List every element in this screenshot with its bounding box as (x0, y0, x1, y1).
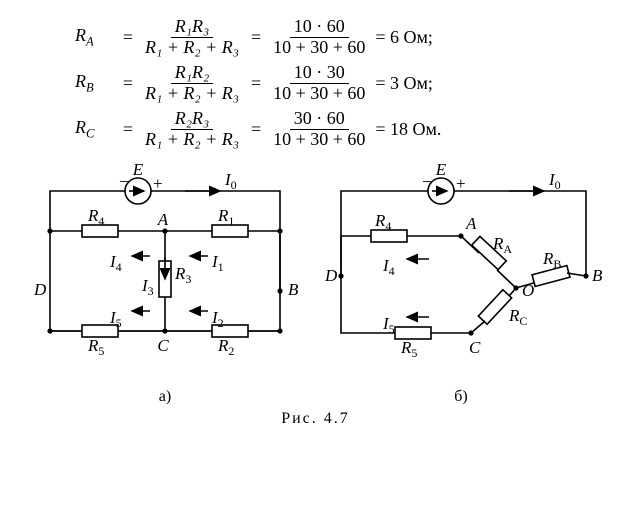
figure-number: Рис. 4.7 (20, 410, 611, 428)
fraction-numerator: 10 · 60 (290, 17, 349, 38)
label-E: E (435, 161, 447, 179)
equation-ra: RA = R₁R₃ R₁ + R₂ + R₃ = 10 · 60 10 + 30… (75, 15, 611, 59)
label-plus: + (153, 174, 163, 193)
caption-b: б) (311, 388, 611, 406)
label-R3: R3 (174, 264, 191, 286)
equals-sign: = (119, 27, 137, 48)
fraction-numeric: 10 · 60 10 + 30 + 60 (269, 17, 369, 58)
fraction-numerator: R₂R₃ (171, 109, 214, 130)
label-minus: − (422, 172, 432, 191)
label-nodeD: D (33, 280, 47, 299)
label-I3: I3 (141, 276, 154, 298)
label-nodeB: B (288, 280, 299, 299)
fraction-denominator: R₁ + R₂ + R₃ (141, 84, 243, 104)
eq-result: = 18 Ом. (375, 119, 441, 140)
label-R2: R2 (217, 336, 234, 358)
fraction-denominator: 10 + 30 + 60 (269, 38, 369, 58)
label-I0: I0 (548, 170, 561, 192)
label-RA: RA (492, 234, 512, 256)
label-RB: RB (542, 249, 561, 271)
fraction-denominator: 10 + 30 + 60 (269, 84, 369, 104)
fraction-numerator: R₁R₂ (171, 63, 214, 84)
fraction-numeric: 10 · 30 10 + 30 + 60 (269, 63, 369, 104)
label-nodeC: C (469, 338, 481, 357)
fraction-symbolic: R₂R₃ R₁ + R₂ + R₃ (141, 109, 243, 150)
fraction-denominator: 10 + 30 + 60 (269, 130, 369, 150)
circuit-a-svg: E − + I0 R4 R1 R3 R5 R2 A B C D I4 I1 I3… (20, 161, 310, 381)
label-I0: I0 (224, 170, 237, 192)
label-R1: R1 (217, 206, 234, 228)
equals-sign: = (119, 73, 137, 94)
eq-result: = 3 Ом; (375, 73, 433, 94)
circuit-b-svg: E − + I0 R4 R5 RA RB RC A B C D O I4 I5 (311, 161, 611, 381)
equals-sign: = (247, 119, 265, 140)
equals-sign: = (247, 27, 265, 48)
fraction-numerator: 30 · 60 (290, 109, 349, 130)
eq-lhs: RC (75, 117, 119, 142)
label-nodeO: O (522, 281, 534, 300)
equals-sign: = (119, 119, 137, 140)
caption-a: а) (20, 388, 310, 406)
label-minus: − (119, 172, 129, 191)
label-RC: RC (508, 306, 527, 328)
label-I4: I4 (382, 256, 395, 278)
label-plus: + (456, 174, 466, 193)
label-I2: I2 (211, 308, 224, 330)
label-nodeD: D (324, 266, 338, 285)
fraction-numerator: 10 · 30 (290, 63, 349, 84)
label-R4: R4 (87, 206, 104, 228)
eq-lhs: RB (75, 71, 119, 96)
fraction-numerator: R₁R₃ (171, 17, 214, 38)
eq-result: = 6 Ом; (375, 27, 433, 48)
label-I5: I5 (109, 308, 122, 330)
fraction-numeric: 30 · 60 10 + 30 + 60 (269, 109, 369, 150)
label-nodeA: A (157, 210, 169, 229)
fraction-denominator: R₁ + R₂ + R₃ (141, 130, 243, 150)
circuit-b: E − + I0 R4 R5 RA RB RC A B C D O I4 I5 … (311, 161, 611, 406)
label-R4: R4 (374, 211, 391, 233)
label-I5: I5 (382, 314, 395, 336)
label-nodeC: C (157, 336, 169, 355)
fraction-denominator: R₁ + R₂ + R₃ (141, 38, 243, 58)
label-nodeB: B (592, 266, 603, 285)
label-R5: R5 (400, 338, 417, 360)
circuit-a: E − + I0 R4 R1 R3 R5 R2 A B C D I4 I1 I3… (20, 161, 310, 406)
label-R5: R5 (87, 336, 104, 358)
equation-rb: RB = R₁R₂ R₁ + R₂ + R₃ = 10 · 30 10 + 30… (75, 61, 611, 105)
label-I4: I4 (109, 252, 122, 274)
fraction-symbolic: R₁R₃ R₁ + R₂ + R₃ (141, 17, 243, 58)
figures-row: E − + I0 R4 R1 R3 R5 R2 A B C D I4 I1 I3… (20, 161, 611, 406)
eq-lhs: RA (75, 25, 119, 50)
label-E: E (132, 161, 144, 179)
equations-block: RA = R₁R₃ R₁ + R₂ + R₃ = 10 · 60 10 + 30… (75, 15, 611, 151)
equation-rc: RC = R₂R₃ R₁ + R₂ + R₃ = 30 · 60 10 + 30… (75, 107, 611, 151)
label-nodeA: A (465, 214, 477, 233)
label-I1: I1 (211, 252, 224, 274)
fraction-symbolic: R₁R₂ R₁ + R₂ + R₃ (141, 63, 243, 104)
equals-sign: = (247, 73, 265, 94)
